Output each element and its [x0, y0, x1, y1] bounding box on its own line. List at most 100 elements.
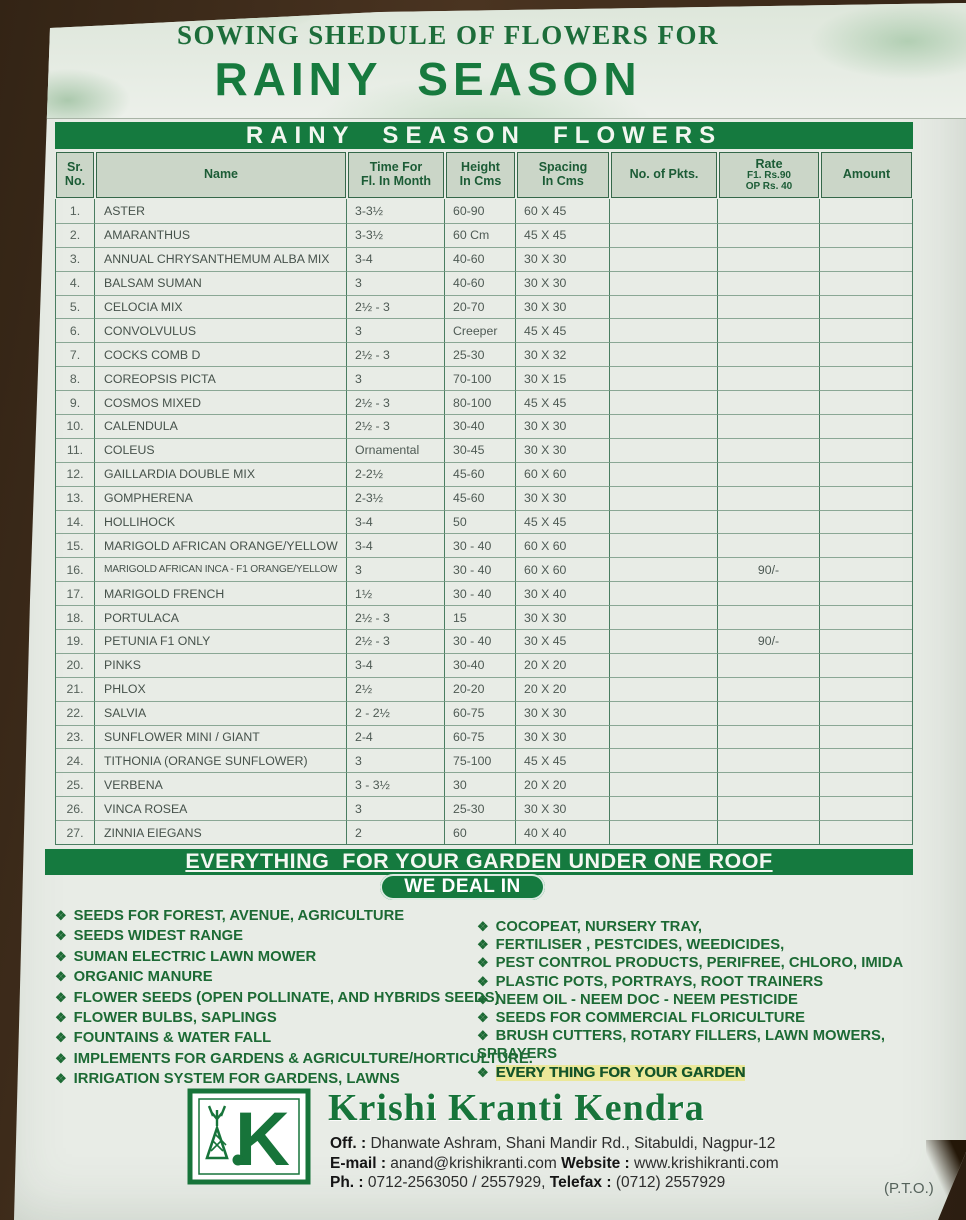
cell-pkts — [610, 509, 718, 534]
cell-height: 60-75 — [445, 700, 516, 725]
cell-sr: 16. — [56, 557, 95, 582]
column-header: Spacing In Cms — [517, 152, 609, 198]
cell-rate — [718, 366, 820, 391]
cell-sr: 11. — [56, 437, 95, 462]
cell-time: 2½ - 3 — [347, 629, 445, 653]
company-logo: K — [187, 1088, 311, 1190]
table-row: 25. VERBENA 3 - 3½ 30 20 X 20 — [56, 772, 912, 797]
cell-rate — [718, 294, 820, 319]
column-header-line: Rate — [755, 156, 783, 171]
contact-value: (0712) 2557929 — [611, 1174, 726, 1191]
cell-spacing: 30 X 30 — [516, 605, 610, 630]
cell-amount — [820, 652, 912, 677]
cell-height: 15 — [445, 605, 516, 630]
deal-in-item-text: EVERY THING FOR YOUR GARDEN — [495, 1064, 746, 1081]
table-row: 11. COLEUS Ornamental 30-45 30 X 30 — [56, 437, 912, 462]
cell-name: VINCA ROSEA — [95, 796, 347, 821]
table-body: 1. ASTER 3-3½ 60-90 60 X 45 2. AMARANTHUS 3-3½ 6… — [55, 199, 913, 846]
cell-spacing: 30 X 30 — [516, 485, 610, 510]
contact-label: Website : — [561, 1154, 630, 1172]
cell-sr: 4. — [56, 270, 95, 295]
deal-in-item-text: PEST CONTROL PRODUCTS, PERIFREE, CHLORO,… — [495, 955, 904, 972]
cell-name: AMARANTHUS — [95, 222, 347, 247]
cell-rate — [718, 533, 820, 558]
deal-in-item-text: ORGANIC MANURE — [73, 969, 213, 986]
cell-height: 60 — [445, 820, 516, 845]
diamond-bullet-icon: ❖ — [55, 969, 67, 985]
cell-pkts — [610, 414, 718, 438]
company-contact: Off. : Dhanwate Ashram, Shani Mandir Rd.… — [330, 1134, 779, 1193]
cell-sr: 25. — [56, 772, 95, 797]
deal-in-item: ❖ BRUSH CUTTERS, ROTARY FILLERS, LAWN MOW… — [477, 1027, 966, 1063]
contact-label: Telefax : — [549, 1174, 612, 1191]
cell-amount — [820, 342, 912, 366]
column-header-line: Spacing — [538, 160, 588, 175]
cell-pkts — [610, 581, 718, 606]
cell-pkts — [610, 246, 718, 271]
page-subtitle: SOWING SHEDULE OF FLOWERS FOR — [176, 20, 720, 50]
cell-rate — [718, 390, 820, 415]
table-row: 10. CALENDULA 2½ - 3 30-40 30 X 30 — [56, 414, 912, 438]
cell-pkts — [610, 318, 718, 343]
cell-height: 30-45 — [445, 437, 516, 462]
cell-time: 1½ — [347, 581, 445, 606]
table-row: 26. VINCA ROSEA 3 25-30 30 X 30 — [56, 796, 912, 821]
table-row: 27. ZINNIA EIEGANS 2 60 40 X 40 — [56, 820, 912, 845]
diamond-bullet-icon: ❖ — [55, 908, 67, 923]
deal-in-item: ❖ EVERY THING FOR YOUR GARDEN — [477, 1064, 966, 1082]
table-row: 4. BALSAM SUMAN 3 40-60 30 X 30 — [56, 270, 912, 295]
contact-value: Dhanwate Ashram, Shani Mandir Rd., Sitab… — [366, 1135, 776, 1152]
deal-in-item-text: FOUNTAINS & WATER FALL — [73, 1030, 272, 1047]
cell-sr: 20. — [56, 652, 95, 677]
cell-amount — [820, 820, 912, 844]
cell-name: PORTULACA — [95, 605, 347, 630]
cell-rate — [718, 414, 820, 438]
column-header-line: F1. Rs.90 — [747, 170, 791, 182]
deal-in-item-text: SUMAN ELECTRIC LAWN MOWER — [73, 948, 317, 965]
diamond-bullet-icon: ❖ — [477, 1064, 489, 1080]
cell-height: 30-40 — [445, 414, 516, 438]
cell-name: PINKS — [95, 652, 347, 677]
deal-in-item: ❖ IRRIGATION SYSTEM FOR GARDENS, LAWNS — [55, 1069, 533, 1089]
cell-height: 30 — [445, 772, 516, 797]
deal-in-item-text: FLOWER SEEDS (OPEN POLLINATE, AND HYBRID… — [73, 989, 500, 1006]
cell-amount — [820, 796, 912, 820]
cell-pkts — [610, 270, 718, 295]
cell-height: 45-60 — [445, 461, 516, 486]
cell-height: 30 - 40 — [445, 629, 516, 653]
cell-spacing: 30 X 30 — [516, 270, 610, 295]
cell-rate — [718, 509, 820, 534]
diamond-bullet-icon: ❖ — [477, 973, 489, 989]
cell-time: 2½ - 3 — [347, 294, 445, 319]
cell-sr: 13. — [56, 485, 95, 510]
cell-rate — [718, 246, 820, 271]
cell-name: GAILLARDIA DOUBLE MIX — [95, 461, 347, 486]
diamond-bullet-icon: ❖ — [477, 919, 489, 934]
cell-height: 30-40 — [445, 652, 516, 677]
cell-pkts — [610, 748, 718, 773]
cell-spacing: 60 X 45 — [516, 199, 610, 223]
cell-rate — [718, 581, 820, 606]
cell-pkts — [610, 820, 718, 845]
table-row: 19. PETUNIA F1 ONLY 2½ - 3 30 - 40 30 X 45 90… — [56, 629, 912, 653]
cell-spacing: 45 X 45 — [516, 318, 610, 343]
cell-spacing: 60 X 60 — [516, 557, 610, 582]
everything-banner-text: EVERYTHING FOR YOUR GARDEN UNDER ONE ROO… — [185, 849, 773, 873]
table-row: 13. GOMPHERENA 2-3½ 45-60 30 X 30 — [56, 485, 912, 510]
deal-in-item: ❖ FLOWER SEEDS (OPEN POLLINATE, AND HYBRI… — [55, 988, 533, 1008]
cell-sr: 26. — [56, 796, 95, 821]
cell-rate — [718, 724, 820, 749]
column-header-line: Height — [461, 160, 500, 175]
cell-spacing: 30 X 15 — [516, 366, 610, 391]
cell-time: 3 — [347, 366, 445, 391]
cell-spacing: 30 X 30 — [516, 294, 610, 319]
table-row: 9. COSMOS MIXED 2½ - 3 80-100 45 X 45 — [56, 390, 912, 415]
cell-time: 3 — [347, 796, 445, 821]
cell-sr: 10. — [56, 414, 95, 438]
deal-in-item: ❖ ORGANIC MANURE — [55, 967, 533, 987]
cell-spacing: 40 X 40 — [516, 820, 610, 845]
cell-height: 25-30 — [445, 342, 516, 367]
cell-name: BALSAM SUMAN — [95, 270, 347, 295]
cell-time: 3-4 — [347, 246, 445, 271]
